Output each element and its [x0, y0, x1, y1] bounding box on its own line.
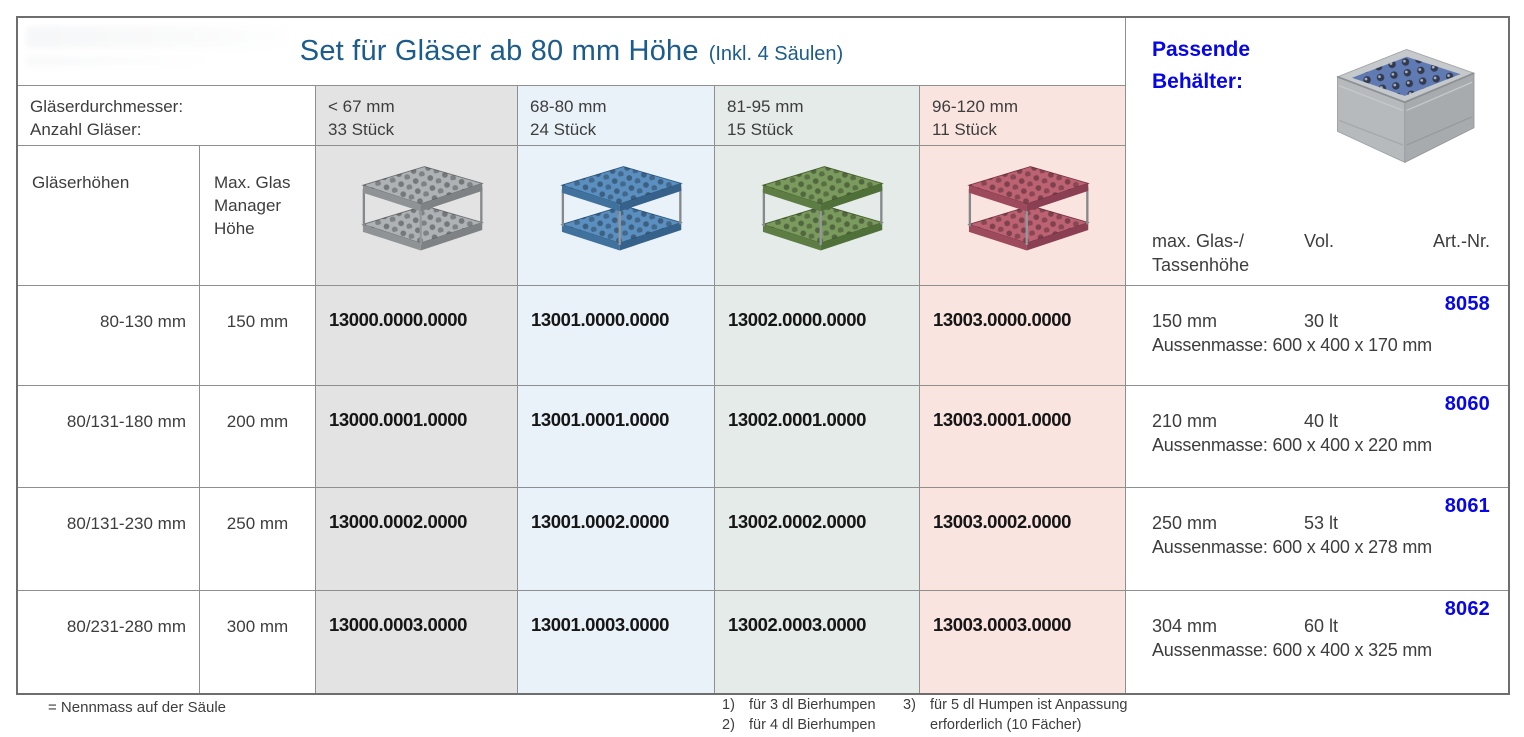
footnotes-1-2: 1) für 3 dl Bierhumpen 2) für 4 dl Bierh… — [722, 695, 907, 736]
max-glass-manager-header: Max. Glas Manager Höhe — [199, 145, 315, 285]
article-number-cell: 13001.0000.0000 — [517, 285, 714, 385]
glass-set-table: Set für Gläser ab 80 mm Höhe (Inkl. 4 Sä… — [18, 18, 1125, 693]
max-height-cell: 200 mm — [199, 385, 315, 487]
diameter-value: 81-95 mm — [727, 97, 804, 116]
container-height: 250 mm — [1152, 513, 1218, 533]
max-height-cell: 250 mm — [199, 487, 315, 590]
column-header-blue: 68-80 mm 24 Stück — [517, 85, 714, 145]
height-range-cell: 80-130 mm — [18, 285, 199, 385]
panel-col-artnr-label: Art.-Nr. — [1433, 231, 1490, 252]
article-number-link[interactable]: 8060 — [1444, 393, 1490, 415]
article-number-link[interactable]: 8062 — [1444, 598, 1490, 620]
article-number-cell: 13002.0000.0000 — [714, 285, 919, 385]
container-outer-dims: Aussenmasse: 600 x 400 x 278 mm — [1152, 537, 1432, 557]
matching-containers-panel: Passende Behälter: max. Glas — [1125, 18, 1508, 693]
column-header-label: Gläserdurchmesser: Anzahl Gläser: — [18, 85, 315, 145]
diameter-value: 96-120 mm — [932, 97, 1018, 116]
glass-count-label: Anzahl Gläser: — [30, 120, 142, 140]
container-height: 210 mm — [1152, 411, 1218, 431]
page-title: Set für Gläser ab 80 mm Höhe — [299, 35, 699, 67]
container-row: 8061 250 mm 53 lt Aussenmasse: 600 x 400… — [1126, 487, 1508, 590]
article-number-cell: 13000.0001.0000 — [315, 385, 517, 487]
article-number-link[interactable]: 8061 — [1444, 495, 1490, 517]
footnote-number: 2) — [722, 717, 735, 734]
column-header-green: 81-95 mm 15 Stück — [714, 85, 919, 145]
panel-col-vol-label: Vol. — [1304, 231, 1335, 252]
count-value: 11 Stück — [932, 120, 997, 140]
product-table: Set für Gläser ab 80 mm Höhe (Inkl. 4 Sä… — [16, 16, 1510, 695]
article-number-cell: 13003.0003.0000 — [919, 590, 1125, 693]
container-outer-dims: Aussenmasse: 600 x 400 x 220 mm — [1152, 435, 1432, 455]
article-number-cell: 13003.0001.0000 — [919, 385, 1125, 487]
height-range-cell: 80/131-180 mm — [18, 385, 199, 487]
footnote-number: 3) — [903, 697, 916, 713]
article-number-cell: 13001.0001.0000 — [517, 385, 714, 487]
glass-diameter-label: Gläserdurchmesser: — [30, 97, 184, 116]
green-glass-rack-image — [714, 145, 919, 285]
article-number-cell: 13003.0000.0000 — [919, 285, 1125, 385]
diameter-value: 68-80 mm — [530, 97, 607, 116]
redacted-logo — [26, 26, 294, 72]
container-height: 150 mm — [1152, 311, 1218, 331]
glass-heights-header: Gläserhöhen — [18, 145, 199, 285]
panel-title: Passende Behälter: — [1152, 34, 1250, 97]
container-height: 304 mm — [1152, 616, 1218, 636]
column-header-grey: < 67 mm 33 Stück — [315, 85, 517, 145]
container-outer-dims: Aussenmasse: 600 x 400 x 170 mm — [1152, 335, 1432, 355]
nominal-size-note: = Nennmass auf der Säule — [48, 699, 227, 716]
diameter-value: < 67 mm — [328, 97, 395, 116]
panel-title-line2: Behälter: — [1152, 69, 1244, 93]
stacking-container-image — [1312, 26, 1494, 174]
container-row: 8058 150 mm 30 lt Aussenmasse: 600 x 400… — [1126, 285, 1508, 385]
article-number-cell: 13000.0003.0000 — [315, 590, 517, 693]
article-number-cell: 13002.0003.0000 — [714, 590, 919, 693]
container-outer-dims: Aussenmasse: 600 x 400 x 325 mm — [1152, 640, 1432, 660]
container-row: 8062 304 mm 60 lt Aussenmasse: 600 x 400… — [1126, 590, 1508, 693]
footnote-number: 1) — [722, 697, 735, 713]
container-volume: 53 lt — [1304, 513, 1339, 533]
count-value: 15 Stück — [727, 120, 794, 140]
max-height-cell: 150 mm — [199, 285, 315, 385]
count-value: 33 Stück — [328, 120, 395, 140]
blue-glass-rack-image — [517, 145, 714, 285]
article-number-cell: 13002.0001.0000 — [714, 385, 919, 487]
column-header-pink: 96-120 mm 11 Stück — [919, 85, 1125, 145]
article-number-cell: 13001.0002.0000 — [517, 487, 714, 590]
grey-glass-rack-image — [315, 145, 517, 285]
count-value: 24 Stück — [530, 120, 597, 140]
page-title-suffix: (Inkl. 4 Säulen) — [708, 43, 844, 65]
container-row: 8060 210 mm 40 lt Aussenmasse: 600 x 400… — [1126, 385, 1508, 487]
footnote-text: für 3 dl Bierhumpen — [749, 697, 876, 713]
container-volume: 60 lt — [1304, 616, 1339, 636]
panel-col-height-label: max. Glas-/ Tassenhöhe — [1152, 231, 1250, 275]
article-number-cell: 13003.0002.0000 — [919, 487, 1125, 590]
container-volume: 30 lt — [1304, 311, 1339, 331]
footnote-3: 3) für 5 dl Humpen ist Anpassung erforde… — [903, 695, 1153, 736]
table-title-cell: Set für Gläser ab 80 mm Höhe (Inkl. 4 Sä… — [18, 18, 1125, 85]
article-number-link[interactable]: 8058 — [1444, 293, 1490, 315]
max-height-cell: 300 mm — [199, 590, 315, 693]
panel-title-line1: Passende — [1152, 38, 1251, 61]
footnote-text: für 4 dl Bierhumpen — [749, 717, 876, 734]
article-number-cell: 13002.0002.0000 — [714, 487, 919, 590]
article-number-cell: 13001.0003.0000 — [517, 590, 714, 693]
pink-glass-rack-image — [919, 145, 1125, 285]
article-number-cell: 13000.0002.0000 — [315, 487, 517, 590]
footnote-text: für 5 dl Humpen ist Anpassung erforderli… — [930, 697, 1128, 734]
height-range-cell: 80/231-280 mm — [18, 590, 199, 693]
height-range-cell: 80/131-230 mm — [18, 487, 199, 590]
article-number-cell: 13000.0000.0000 — [315, 285, 517, 385]
container-volume: 40 lt — [1304, 411, 1339, 431]
